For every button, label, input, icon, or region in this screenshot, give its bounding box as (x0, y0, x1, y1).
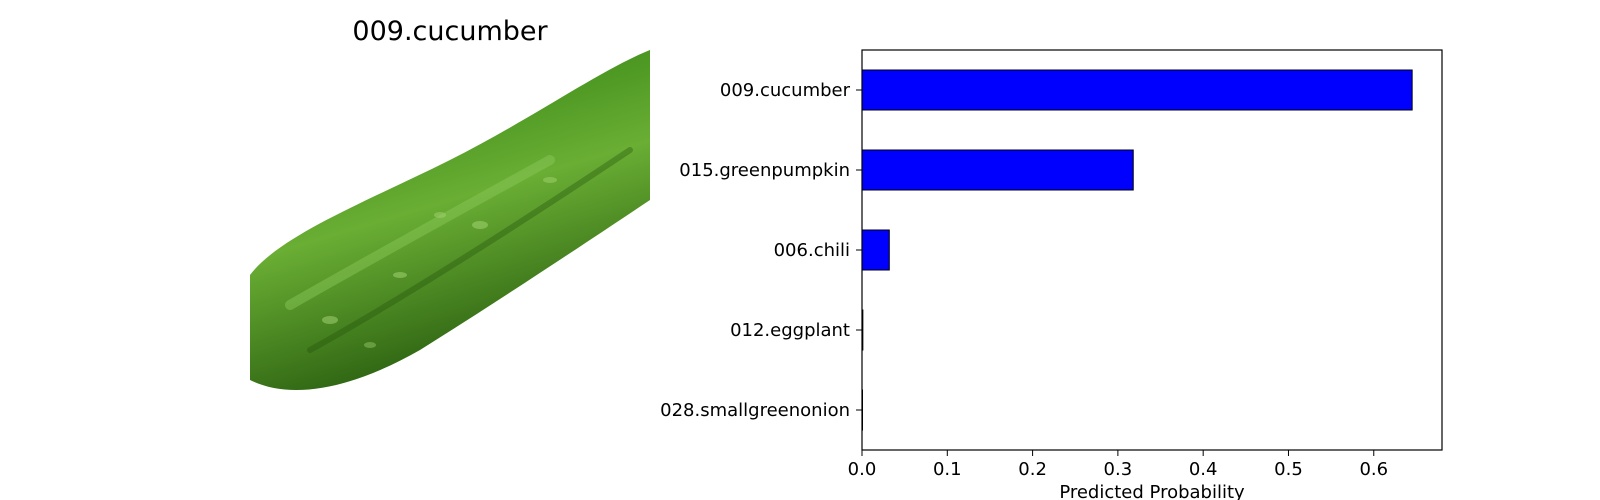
image-title: 009.cucumber (352, 16, 548, 47)
category-label: 028.smallgreenonion (660, 400, 850, 421)
x-tick-label: 0.2 (1018, 459, 1047, 480)
bar-006.chili (861, 229, 890, 271)
x-tick-label: 0.5 (1274, 459, 1303, 480)
bar-015.greenpumpkin (861, 149, 1134, 191)
category-label: 009.cucumber (720, 80, 851, 101)
category-label: 015.greenpumpkin (679, 160, 850, 181)
cucumber-illustration (250, 50, 650, 390)
bar-009.cucumber (861, 69, 1413, 111)
x-tick-label: 0.0 (848, 459, 877, 480)
x-tick-label: 0.4 (1189, 459, 1218, 480)
x-tick-label: 0.6 (1359, 459, 1388, 480)
x-axis-label: Predicted Probability (1059, 482, 1245, 500)
category-label: 006.chili (774, 240, 850, 261)
x-tick-label: 0.3 (1104, 459, 1133, 480)
cucumber-photo (250, 50, 650, 450)
cucumber-body (250, 50, 650, 390)
x-tick-label: 0.1 (933, 459, 962, 480)
plot-frame (861, 49, 1443, 451)
category-label: 012.eggplant (730, 320, 850, 341)
